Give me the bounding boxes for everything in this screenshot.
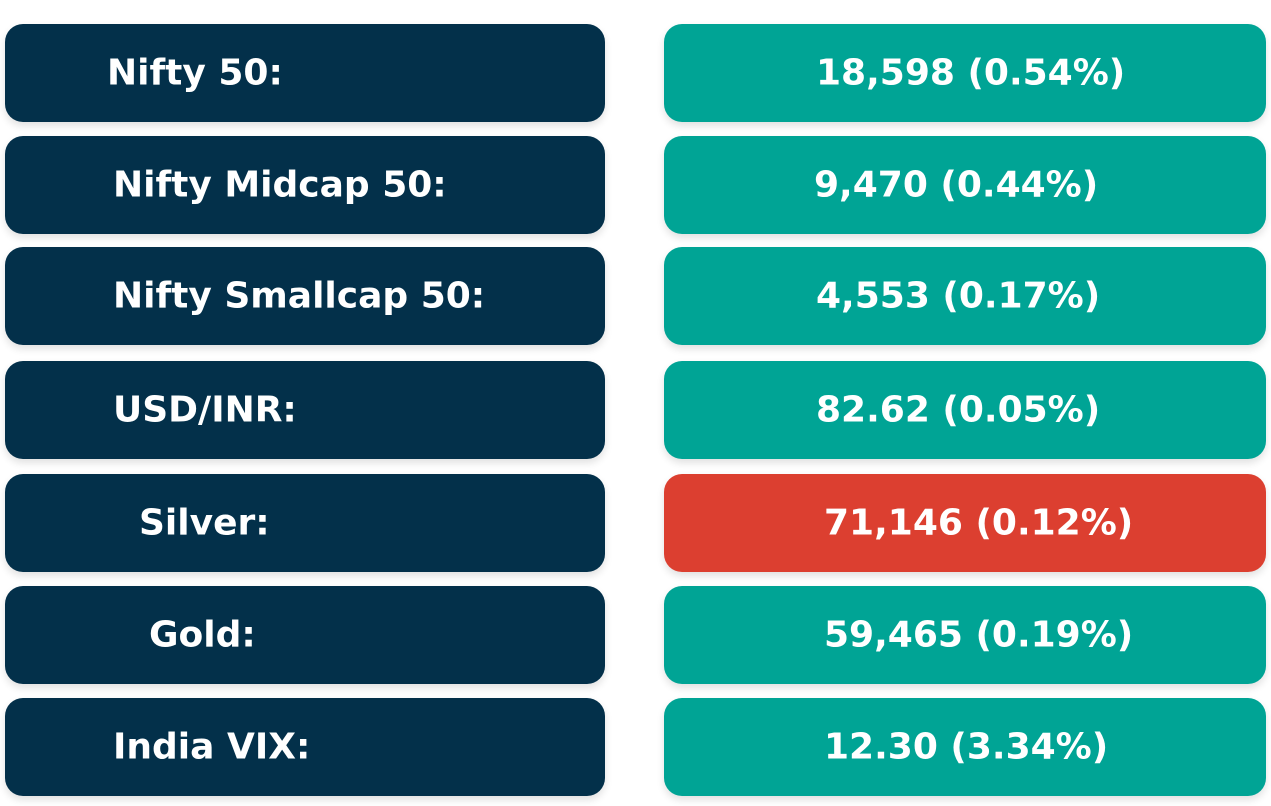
row-nifty-smallcap-50: Nifty Smallcap 50: 4,553 (0.17%)	[0, 247, 1271, 345]
row-usd-inr: USD/INR: 82.62 (0.05%)	[0, 361, 1271, 459]
value-box: 59,465 (0.19%)	[664, 586, 1266, 684]
row-gold: Gold: 59,465 (0.19%)	[0, 586, 1271, 684]
row-label: India VIX:	[113, 726, 311, 768]
row-label: Nifty Midcap 50:	[113, 164, 447, 206]
row-value: 82.62 (0.05%)	[816, 389, 1101, 431]
row-nifty-50: Nifty 50: 18,598 (0.54%)	[0, 24, 1271, 122]
row-value: 18,598 (0.54%)	[816, 52, 1126, 94]
value-box: 82.62 (0.05%)	[664, 361, 1266, 459]
label-box: Nifty Midcap 50:	[5, 136, 605, 234]
row-india-vix: India VIX: 12.30 (3.34%)	[0, 698, 1271, 796]
label-box: India VIX:	[5, 698, 605, 796]
value-box: 9,470 (0.44%)	[664, 136, 1266, 234]
label-box: Nifty 50:	[5, 24, 605, 122]
value-box: 18,598 (0.54%)	[664, 24, 1266, 122]
row-label: Silver:	[139, 502, 270, 544]
row-value: 12.30 (3.34%)	[824, 726, 1109, 768]
value-box: 12.30 (3.34%)	[664, 698, 1266, 796]
value-box: 71,146 (0.12%)	[664, 474, 1266, 572]
row-label: Nifty 50:	[107, 52, 283, 94]
row-label: Nifty Smallcap 50:	[113, 275, 486, 317]
row-label: Gold:	[149, 614, 256, 656]
label-box: Nifty Smallcap 50:	[5, 247, 605, 345]
label-box: Silver:	[5, 474, 605, 572]
row-value: 59,465 (0.19%)	[824, 614, 1134, 656]
row-value: 9,470 (0.44%)	[814, 164, 1099, 206]
row-value: 71,146 (0.12%)	[824, 502, 1134, 544]
label-box: Gold:	[5, 586, 605, 684]
value-box: 4,553 (0.17%)	[664, 247, 1266, 345]
row-label: USD/INR:	[113, 389, 297, 431]
row-value: 4,553 (0.17%)	[816, 275, 1101, 317]
row-silver: Silver: 71,146 (0.12%)	[0, 474, 1271, 572]
label-box: USD/INR:	[5, 361, 605, 459]
row-nifty-midcap-50: Nifty Midcap 50: 9,470 (0.44%)	[0, 136, 1271, 234]
